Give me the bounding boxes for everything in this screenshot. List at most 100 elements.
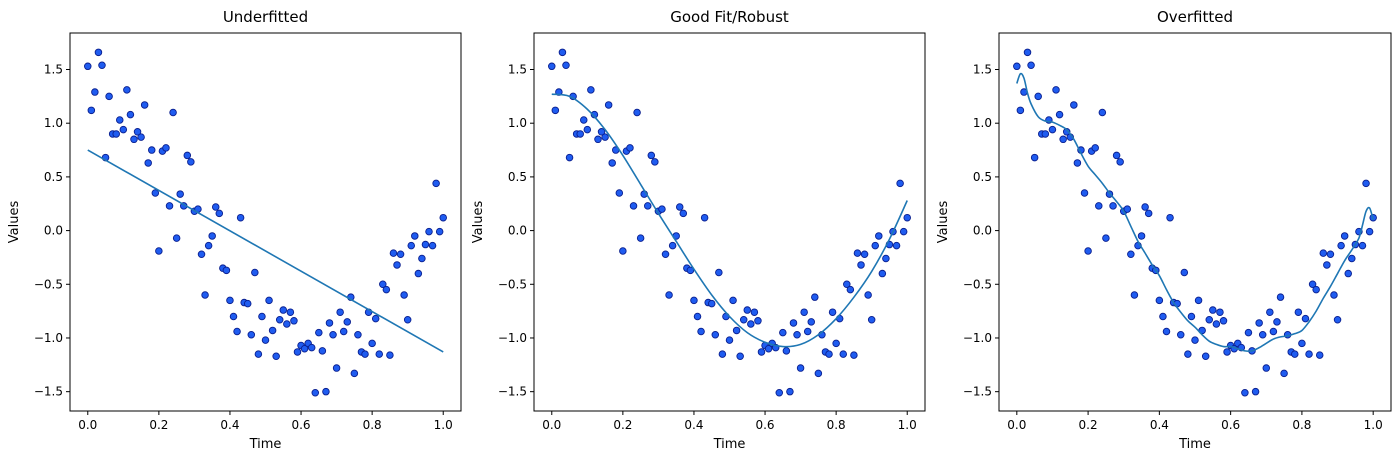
data-point — [732, 326, 741, 335]
data-point — [665, 291, 673, 299]
data-point — [1291, 350, 1299, 358]
data-point — [1030, 153, 1039, 162]
data-point — [94, 48, 103, 57]
y-tick-label: 1.5 — [508, 63, 527, 77]
data-point — [608, 159, 616, 167]
data-point — [747, 320, 755, 328]
data-point — [558, 48, 567, 57]
data-point — [1223, 348, 1231, 356]
subplot-underfitted: Underfitted Time Values 0.0 0.2 0.4 0.6 0.8 1… — [7, 8, 462, 452]
data-point — [580, 116, 588, 124]
data-point — [105, 92, 113, 101]
data-point — [215, 209, 224, 218]
x-tick-label: 0.4 — [220, 418, 239, 432]
data-point — [268, 326, 277, 335]
plot-frame — [998, 32, 1392, 412]
data-point — [715, 268, 723, 277]
data-point — [400, 291, 408, 299]
data-point — [707, 299, 716, 308]
data-point — [315, 328, 323, 337]
data-point — [1184, 350, 1192, 358]
data-point — [84, 62, 92, 71]
data-point — [1209, 306, 1217, 314]
data-point — [601, 133, 609, 141]
data-point — [750, 308, 759, 316]
data-point — [1216, 308, 1224, 316]
data-point — [87, 106, 96, 115]
y-tick-label: 0.5 — [44, 170, 63, 184]
data-point — [204, 241, 213, 250]
chart-title: Underfitted — [223, 8, 308, 26]
data-point — [123, 86, 131, 94]
x-tick-label: 0.0 — [542, 418, 561, 432]
y-tick-label: −1.0 — [498, 331, 527, 345]
data-point — [1280, 369, 1288, 378]
data-point — [254, 350, 263, 358]
data-point — [875, 232, 883, 240]
x-tick-label: 0.6 — [291, 418, 310, 432]
x-tick-label: 0.0 — [78, 418, 97, 432]
data-point — [668, 241, 677, 250]
data-point — [594, 135, 602, 144]
data-point — [116, 116, 124, 124]
data-point — [261, 336, 270, 344]
x-tick-label: 0.8 — [827, 418, 846, 432]
data-point — [1080, 189, 1089, 197]
data-point — [1034, 92, 1042, 101]
y-tick-label: −0.5 — [963, 277, 992, 291]
data-point — [1013, 62, 1021, 71]
y-tick-label: 0.0 — [973, 224, 992, 238]
data-point — [548, 62, 556, 71]
data-point — [1062, 128, 1071, 136]
data-point — [626, 144, 634, 152]
data-point — [1084, 247, 1092, 255]
subplot-overfitted: Overfitted Time Values 0.0 0.2 0.4 0.6 0.8 1.… — [936, 8, 1392, 452]
data-point — [275, 315, 284, 324]
data-point — [675, 203, 684, 211]
data-point — [1219, 317, 1228, 325]
data-point — [165, 202, 174, 210]
data-point — [743, 306, 752, 314]
data-point — [386, 351, 394, 359]
data-point — [382, 285, 391, 294]
data-point — [1358, 241, 1367, 250]
data-point — [1162, 327, 1171, 336]
data-point — [393, 261, 401, 269]
x-tick-label: 0.2 — [613, 418, 632, 432]
x-tick-label: 1.0 — [1364, 418, 1383, 432]
data-point — [233, 327, 241, 336]
data-point — [119, 125, 128, 134]
data-point — [247, 331, 256, 339]
data-point — [1159, 312, 1167, 321]
y-tick-label: −1.5 — [498, 385, 527, 399]
y-tick-label: 0.0 — [44, 224, 63, 238]
data-point — [782, 347, 791, 355]
data-point — [1137, 232, 1146, 240]
data-point — [354, 331, 362, 339]
x-axis-label: Time — [249, 437, 282, 452]
data-point — [112, 130, 120, 138]
data-point — [208, 232, 216, 240]
data-point — [130, 135, 138, 144]
data-point — [1023, 48, 1032, 57]
data-point — [176, 190, 184, 198]
y-tick-label: −1.0 — [34, 331, 63, 345]
data-point — [1102, 234, 1110, 242]
data-point — [636, 234, 645, 242]
data-point — [1362, 179, 1370, 188]
data-point — [1276, 293, 1285, 301]
y-axis-label: Values — [471, 201, 486, 244]
data-point — [843, 280, 851, 289]
data-point — [1095, 202, 1103, 210]
data-point — [679, 209, 688, 218]
data-point — [786, 387, 794, 396]
data-point — [1258, 331, 1267, 339]
data-point — [825, 350, 833, 358]
data-point — [1052, 86, 1060, 94]
data-point — [814, 369, 823, 378]
y-tick-label: 1.0 — [508, 116, 527, 130]
data-point — [1340, 232, 1349, 240]
data-point — [899, 227, 908, 236]
plot-frame — [69, 32, 462, 412]
data-point — [850, 351, 858, 359]
